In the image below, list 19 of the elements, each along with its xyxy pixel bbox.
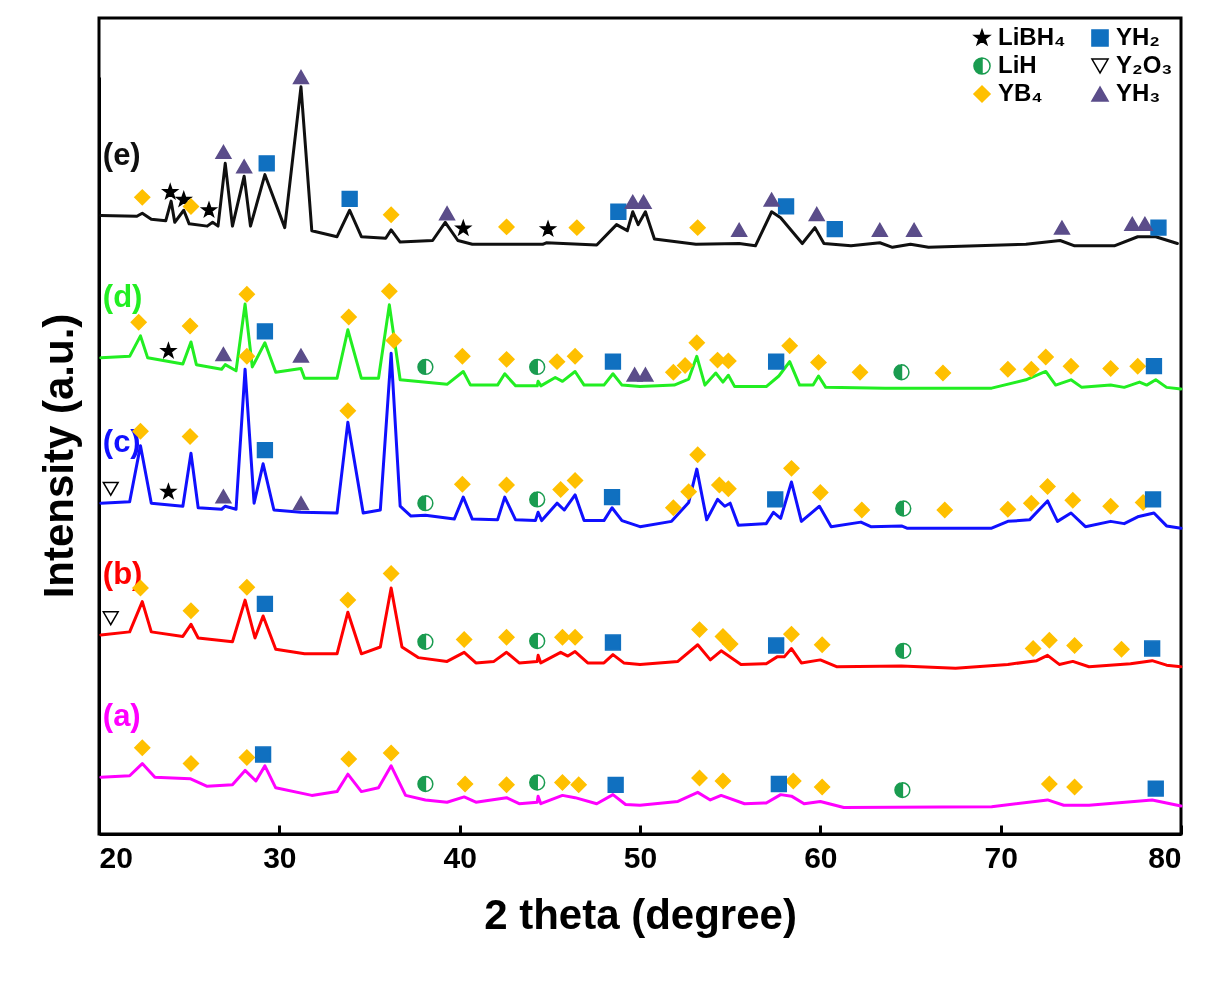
series-label: (a) [102,698,141,734]
legend-label: YH₂ [1116,23,1161,50]
x-axis-title: 2 theta (degree) [484,890,797,938]
x-tick-label: 40 [443,840,477,874]
legend-label: YB₄ [998,79,1043,106]
legend-label: YH₃ [1116,79,1161,106]
x-tick-label: 30 [263,840,297,874]
series-label: (c) [102,424,141,460]
legend-label: LiH [998,51,1037,78]
x-tick-label: 80 [1148,840,1182,874]
legend-label: LiBH₄ [998,23,1066,50]
series-label: (d) [102,278,143,314]
x-tick-label: 60 [804,840,838,874]
series-label: (e) [102,136,141,172]
x-tick-label: 70 [984,840,1018,874]
y-axis-title: Intensity (a.u.) [34,313,82,599]
legend-label: Y₂O₃ [1116,51,1173,78]
x-tick-label: 20 [99,840,133,874]
x-tick-label: 50 [623,840,658,874]
